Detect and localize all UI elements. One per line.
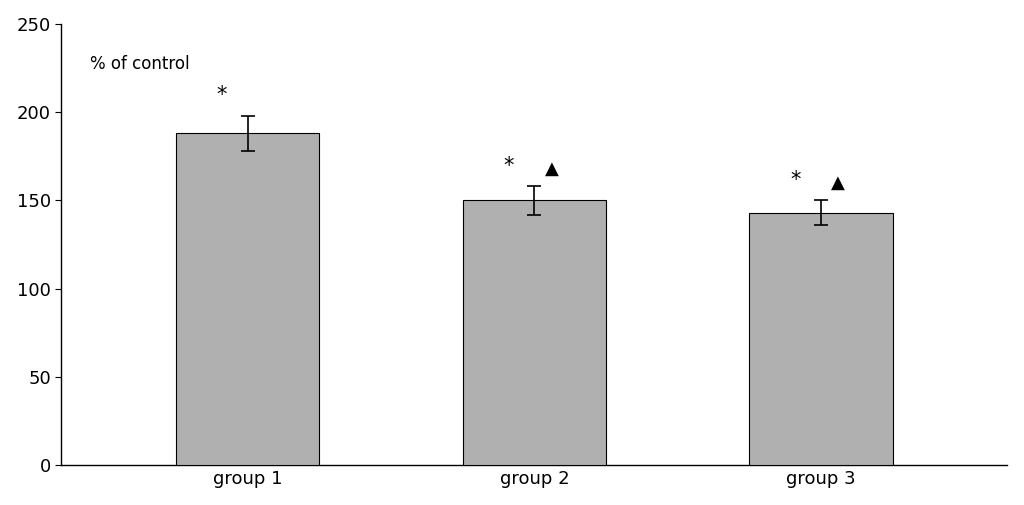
Text: *: *	[217, 85, 227, 105]
Bar	[176, 133, 319, 466]
Bar	[750, 213, 893, 466]
Text: ▲: ▲	[545, 160, 558, 177]
Text: *: *	[504, 156, 514, 176]
Bar	[463, 200, 606, 466]
Text: ▲: ▲	[831, 174, 845, 191]
Text: % of control: % of control	[90, 55, 189, 73]
Text: *: *	[790, 170, 801, 190]
